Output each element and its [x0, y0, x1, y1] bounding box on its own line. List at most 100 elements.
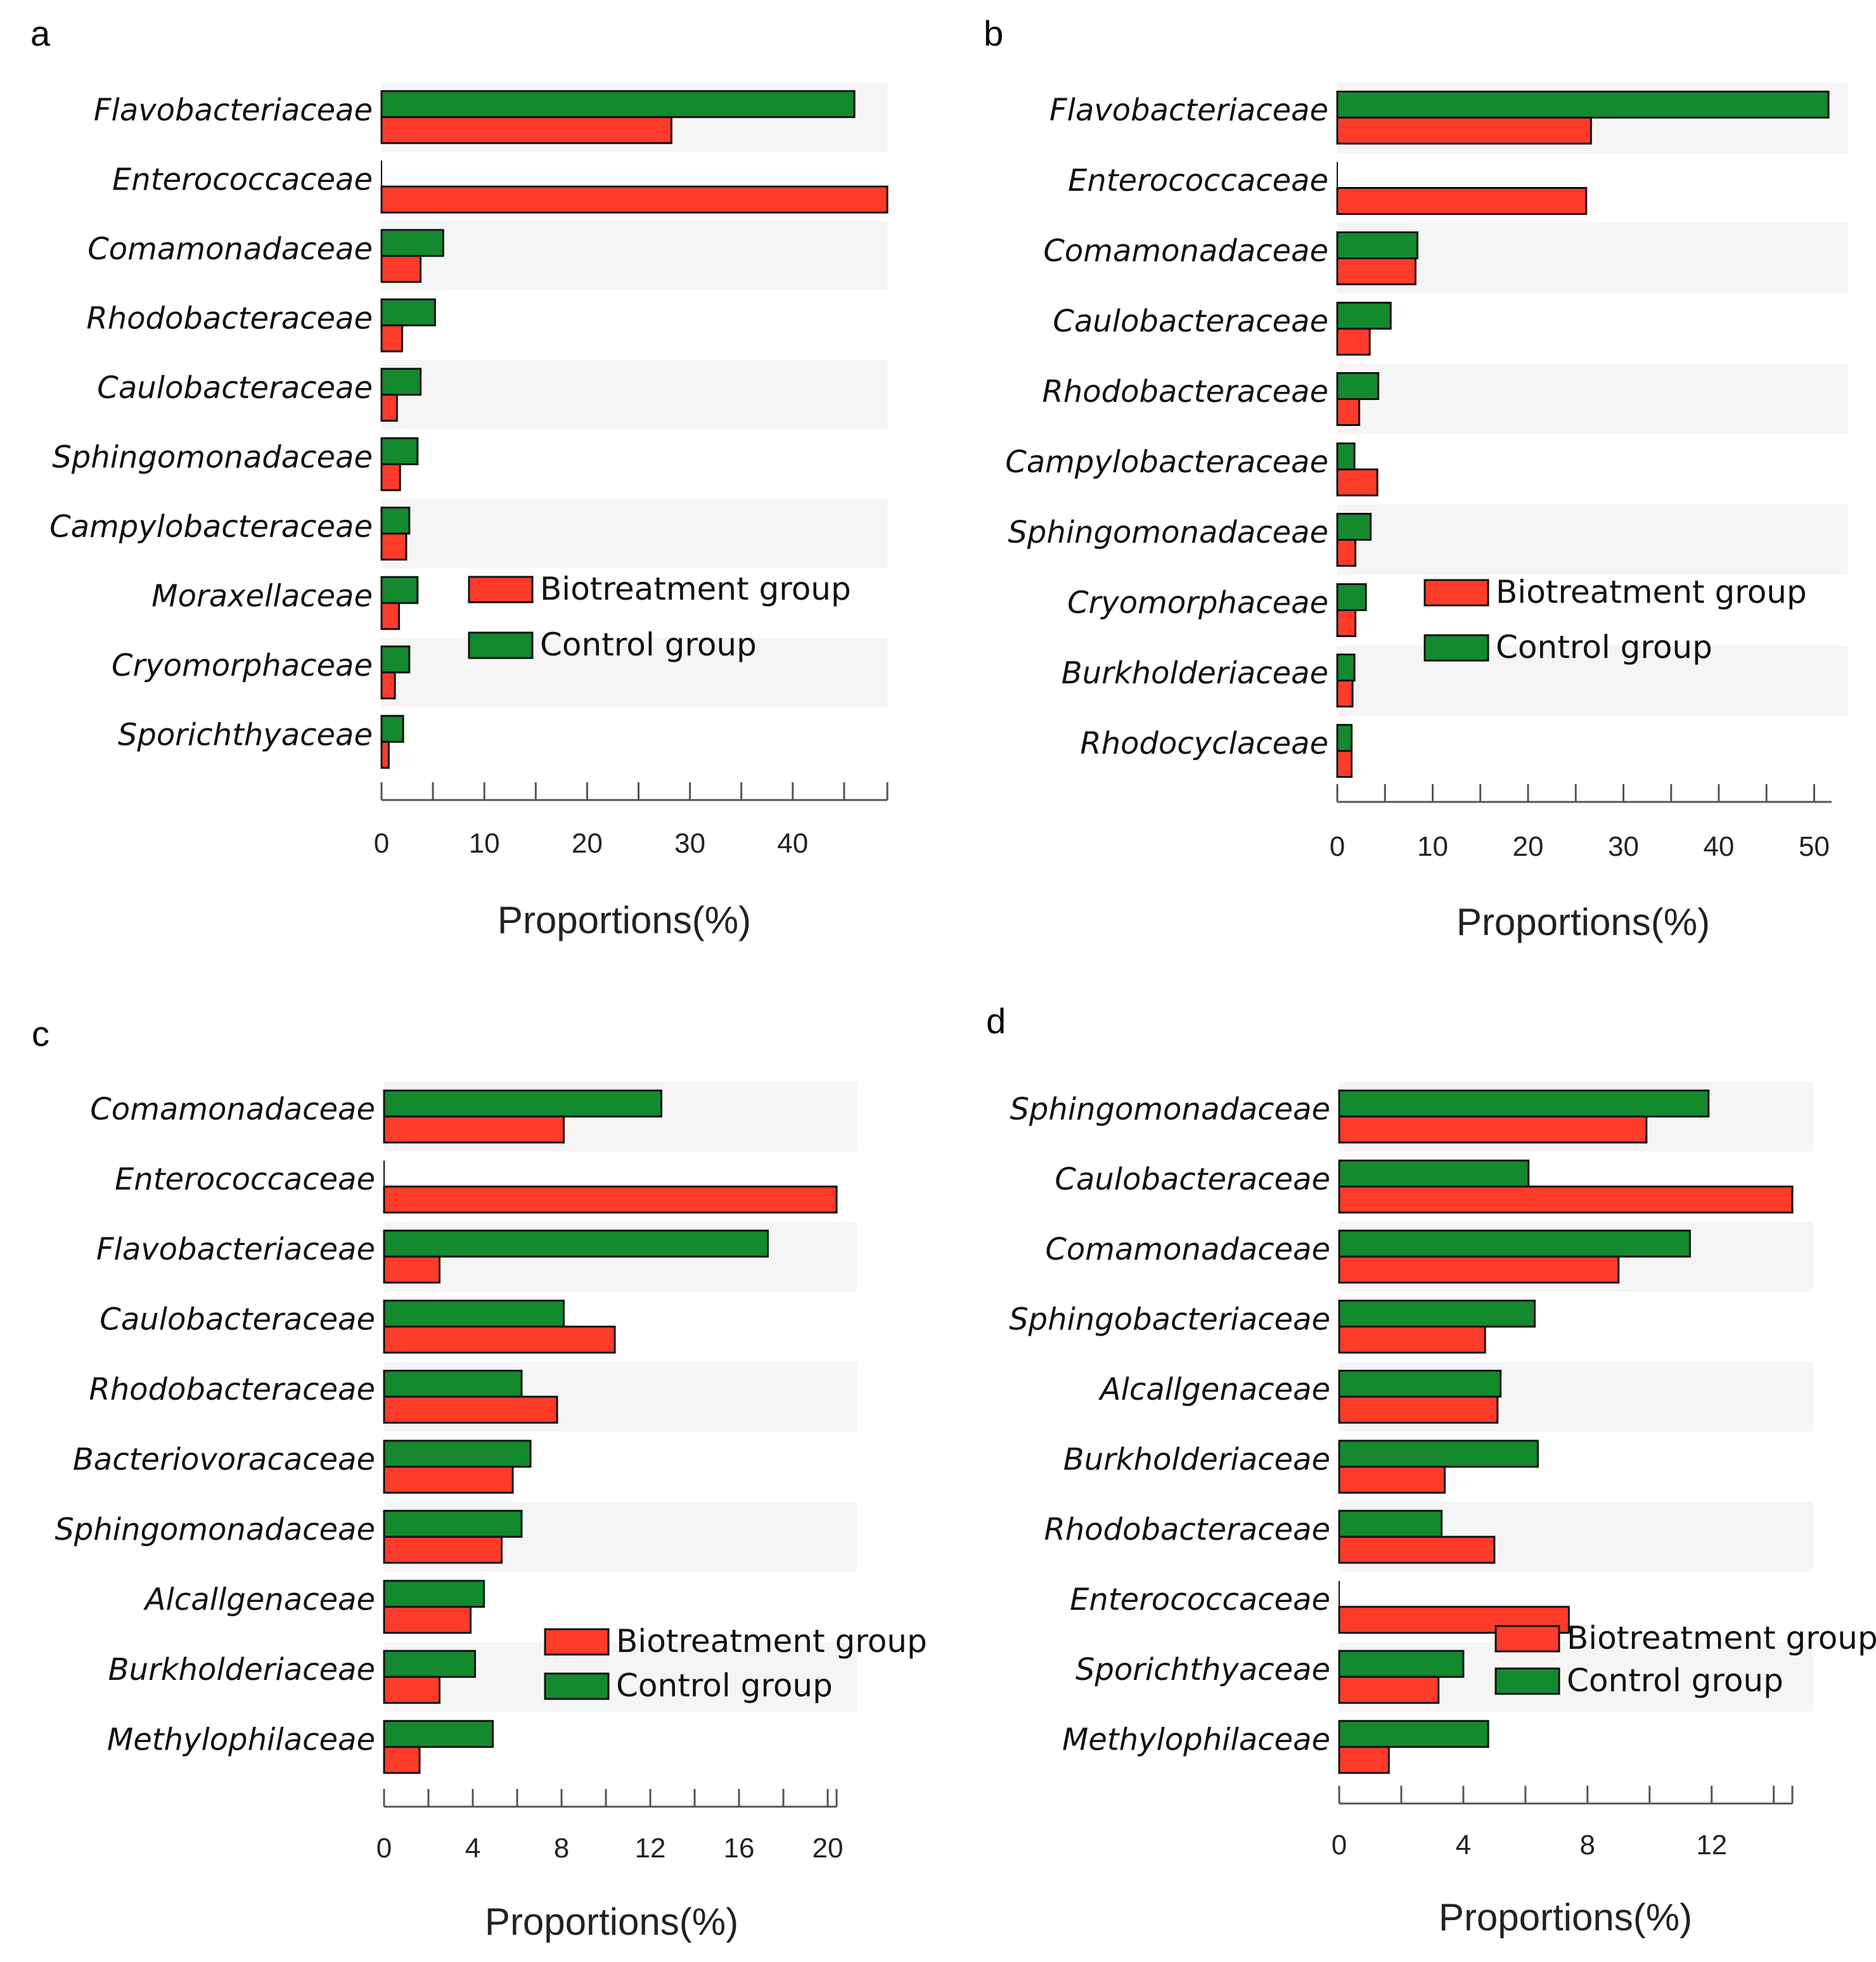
bar-biotreatment [380, 740, 390, 769]
bar-control [380, 437, 419, 465]
legend-label-control: Control group [616, 1667, 833, 1704]
x-tick-label: 30 [674, 828, 705, 859]
x-tick-label: 20 [813, 1833, 844, 1864]
panel-letter-d: d [986, 1001, 1006, 1041]
x-tick-label: 0 [1332, 1830, 1347, 1861]
bar-biotreatment [1338, 1115, 1648, 1144]
bar-control [380, 298, 436, 326]
bar-biotreatment [1336, 750, 1353, 778]
category-label: Enterococcaceae [112, 162, 373, 198]
bar-biotreatment [1336, 539, 1357, 567]
legend-swatch-control [544, 1672, 610, 1700]
legend-swatch-biotreatment [1423, 579, 1489, 607]
x-tick-label: 8 [1580, 1830, 1595, 1861]
category-label: Burkholderiaceae [1062, 655, 1328, 691]
bar-biotreatment [380, 602, 401, 630]
category-label: Methylophilaceae [1062, 1722, 1330, 1758]
bar-biotreatment [383, 1395, 558, 1424]
bar-control [383, 1089, 662, 1118]
category-label: Sphingomonadaceae [1008, 515, 1328, 550]
legend: Biotreatment group Control group [468, 571, 851, 663]
bar-biotreatment [383, 1606, 472, 1634]
legend-label-control: Control group [1567, 1662, 1783, 1699]
bar-biotreatment [380, 394, 398, 422]
legend: Biotreatment group Control group [544, 1623, 927, 1704]
category-label: Sporichthyaceae [1076, 1652, 1330, 1688]
legend-label-biotreatment: Biotreatment group [1567, 1620, 1876, 1656]
bar-control [380, 714, 404, 743]
bar-biotreatment [380, 463, 401, 491]
row-stripe [382, 360, 887, 430]
bar-biotreatment [1336, 468, 1378, 496]
category-label: Campylobacteraceae [1005, 444, 1328, 480]
category-label: Rhodobacteraceae [1042, 374, 1328, 410]
bar-biotreatment [383, 1185, 838, 1214]
category-label: Cryomorphaceae [112, 648, 373, 683]
bar-biotreatment [1336, 609, 1357, 637]
bar-biotreatment [380, 185, 889, 214]
bar-control [380, 229, 444, 257]
bar-biotreatment [383, 1675, 440, 1704]
legend-swatch-control [1423, 634, 1489, 662]
row-stripe [1337, 505, 1847, 575]
bar-control [383, 1509, 523, 1538]
x-tick-label: 4 [465, 1833, 480, 1864]
bar-control [380, 576, 419, 604]
bar-biotreatment [383, 1466, 514, 1494]
category-label: Flavobacteriaceae [94, 93, 373, 128]
bar-control [383, 1369, 523, 1398]
bar-biotreatment [1338, 1255, 1620, 1284]
x-tick-label: 20 [572, 828, 603, 859]
category-label: Sporichthyaceae [118, 718, 373, 753]
bar-biotreatment [1336, 328, 1371, 356]
bar-biotreatment [1338, 1746, 1390, 1774]
bar-control [1338, 1649, 1465, 1678]
bar-biotreatment [383, 1115, 565, 1144]
x-tick-label: 0 [376, 1833, 392, 1864]
x-tick-label: 50 [1799, 831, 1830, 862]
row-stripe [382, 638, 887, 707]
bar-biotreatment [1336, 680, 1354, 707]
category-label: Caulobacteraceae [100, 1302, 375, 1338]
category-label: Sphingomonadaceae [52, 440, 373, 475]
row-stripe [1337, 364, 1847, 434]
x-tick-label: 40 [777, 828, 808, 859]
bar-biotreatment [1338, 1185, 1794, 1214]
legend: Biotreatment group Control group [1494, 1620, 1876, 1699]
bar-control [1338, 1720, 1489, 1748]
x-tick-label: 10 [1417, 831, 1448, 862]
bar-control [1338, 1440, 1539, 1468]
category-label: Comamonadaceae [90, 1092, 375, 1127]
bar-control [383, 1649, 476, 1678]
legend: Biotreatment group Control group [1423, 574, 1807, 666]
x-axis-title: Proportions(%) [485, 1901, 738, 1943]
bar-biotreatment [1336, 117, 1592, 145]
x-tick-label: 16 [724, 1833, 755, 1864]
x-tick-label: 8 [554, 1833, 569, 1864]
bar-control [1336, 302, 1392, 330]
bar-biotreatment [1338, 1466, 1446, 1494]
bar-control [383, 1440, 532, 1468]
legend-swatch-control [1494, 1667, 1560, 1695]
bar-control [1336, 654, 1356, 681]
row-stripe [382, 221, 887, 291]
bar-control [1338, 1300, 1536, 1328]
category-label: Rhodobacteraceae [86, 301, 373, 337]
category-label: Enterococcaceae [1068, 163, 1328, 198]
x-axis-title: Proportions(%) [498, 899, 751, 941]
panel-b: b Flavobacteriaceae Enterococcaceae Comamon… [984, 13, 1847, 943]
bar-biotreatment [383, 1746, 421, 1774]
category-label: Sphingobacteriaceae [1009, 1302, 1330, 1338]
bar-biotreatment [383, 1326, 616, 1354]
legend-swatch-biotreatment [544, 1628, 610, 1656]
bar-control [1336, 91, 1830, 119]
bar-biotreatment [383, 1255, 440, 1284]
bar-control [1336, 583, 1367, 611]
legend-label-control: Control group [540, 626, 757, 663]
category-label: Caulobacteraceae [1055, 1162, 1330, 1197]
bar-biotreatment [380, 116, 672, 145]
category-label: Bacteriovoracaceae [73, 1442, 375, 1478]
category-label: Rhodobacteraceae [89, 1372, 375, 1407]
category-label: Alcallgenaceae [1098, 1372, 1330, 1407]
